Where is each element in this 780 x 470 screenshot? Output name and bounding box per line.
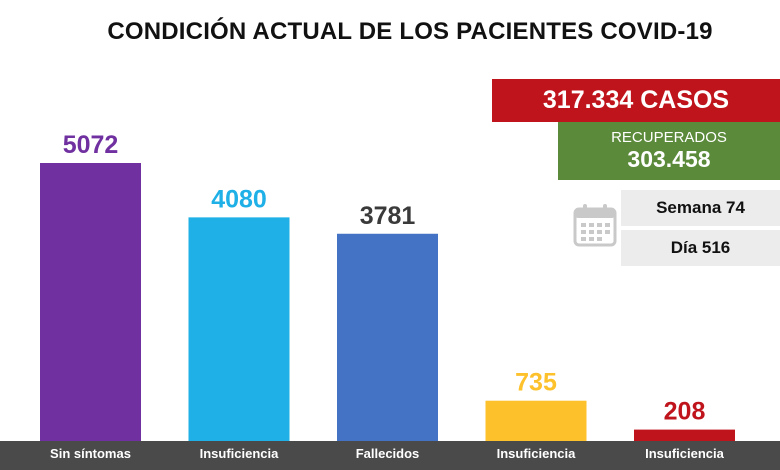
calendar-icon [573, 204, 617, 247]
bar-value-label-2: 3781 [360, 202, 416, 230]
bar-value-label-3: 735 [515, 369, 557, 397]
bar-value-label-4: 208 [664, 398, 706, 426]
recovered-value: 303.458 [627, 145, 711, 172]
recovered-badge: RECUPERADOS 303.458 [558, 122, 780, 180]
category-axis-band [0, 441, 780, 470]
day-label: Día 516 [621, 230, 780, 266]
bar-value-label-0: 5072 [63, 131, 119, 159]
bar-0 [40, 163, 141, 441]
recovered-label: RECUPERADOS [611, 129, 727, 147]
category-label-0: Sin síntomas [50, 446, 131, 461]
week-label: Semana 74 [621, 190, 780, 226]
category-label-2: Fallecidos [355, 446, 420, 461]
total-cases-badge: 317.334 CASOS [492, 79, 780, 122]
category-label-3: Insuficiencia [496, 446, 576, 461]
bar-2 [337, 233, 438, 441]
bar-4 [634, 429, 735, 441]
category-label-1: Insuficiencia [199, 446, 279, 461]
chart-title: CONDICIÓN ACTUAL DE LOS PACIENTES COVID-… [107, 18, 713, 45]
bar-3 [485, 400, 587, 441]
bar-value-label-1: 4080 [211, 185, 267, 213]
bar-1 [188, 217, 290, 441]
category-label-4: Insuficiencia [645, 446, 724, 461]
